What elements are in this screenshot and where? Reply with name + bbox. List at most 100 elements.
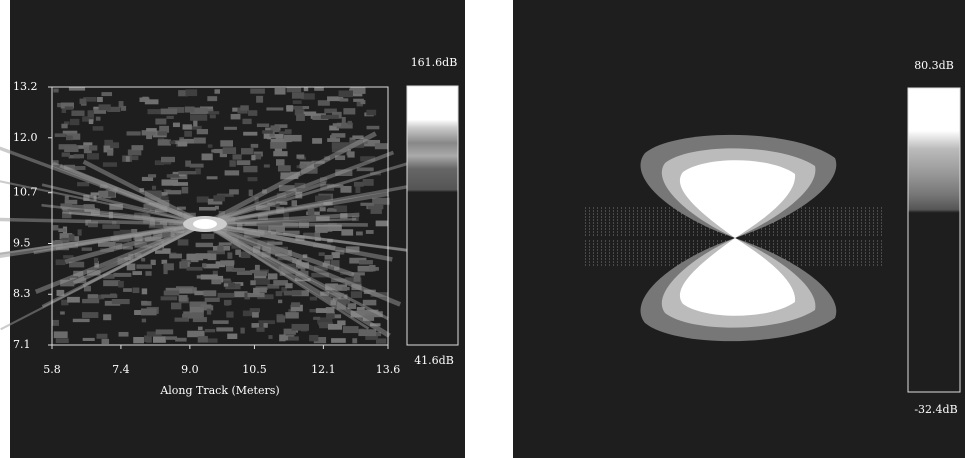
texture (208, 111, 220, 115)
texture (202, 263, 207, 268)
texture (349, 272, 365, 276)
streak (204, 222, 370, 330)
texture (196, 129, 209, 135)
texture (337, 299, 347, 306)
texture (374, 143, 388, 150)
texture (333, 205, 348, 213)
texture (146, 128, 157, 132)
texture (61, 107, 67, 114)
texture (113, 231, 123, 236)
texture (223, 283, 229, 287)
texture (72, 318, 90, 323)
texture (172, 171, 182, 176)
texture (303, 87, 309, 92)
streak (41, 183, 206, 226)
texture (347, 303, 357, 309)
texture (321, 185, 328, 189)
texture (206, 176, 218, 180)
bright-spot (193, 219, 217, 229)
texture (312, 138, 323, 144)
texture (213, 195, 225, 202)
texture (193, 137, 206, 144)
texture (101, 338, 110, 345)
lobe (679, 160, 796, 238)
texture (81, 247, 93, 251)
texture (103, 280, 121, 287)
texture (250, 88, 265, 94)
texture (324, 260, 330, 266)
texture (126, 263, 136, 271)
texture (172, 182, 189, 186)
colorbar-max-label: 161.6dB (411, 56, 458, 69)
texture (77, 182, 90, 187)
texture (336, 122, 353, 129)
texture (236, 270, 253, 275)
texture (163, 263, 174, 271)
texture (253, 287, 260, 295)
texture (131, 145, 144, 151)
texture (273, 151, 288, 157)
texture (324, 224, 342, 232)
texture (356, 167, 374, 172)
texture (146, 331, 162, 337)
texture (141, 318, 147, 323)
texture (344, 326, 357, 331)
texture (177, 141, 188, 147)
texture (180, 261, 188, 269)
texture (313, 316, 321, 320)
texture (192, 317, 207, 323)
texture (350, 87, 366, 94)
texture (207, 96, 218, 102)
texture (341, 229, 354, 236)
texture (226, 266, 235, 272)
texture (257, 225, 268, 231)
y-tick-label: 13.2 (13, 80, 38, 93)
texture (352, 338, 358, 344)
texture (229, 189, 239, 195)
streak (204, 222, 432, 256)
y-tick-label: 10.7 (13, 186, 38, 199)
texture (172, 122, 180, 128)
texture (103, 314, 112, 321)
texture (179, 138, 194, 144)
texture (248, 110, 258, 116)
texture (203, 290, 217, 297)
texture (256, 123, 270, 128)
streak (204, 221, 402, 307)
x-tick-label: 13.6 (376, 363, 401, 376)
texture (109, 203, 123, 210)
texture (250, 143, 259, 148)
streak (64, 221, 206, 265)
texture (111, 298, 130, 305)
texture (166, 115, 174, 120)
texture (318, 252, 325, 256)
texture (79, 98, 87, 104)
texture (104, 139, 113, 146)
texture (295, 235, 305, 242)
texture (283, 213, 289, 220)
texture (134, 310, 148, 316)
texture (314, 87, 324, 91)
texture (63, 121, 70, 125)
texture (343, 108, 356, 115)
texture (161, 156, 176, 163)
texture (257, 294, 274, 300)
texture (103, 145, 114, 153)
lobe (679, 238, 796, 316)
texture (347, 151, 355, 158)
texture (58, 228, 67, 233)
texture (254, 196, 259, 204)
y-tick-label: 7.1 (13, 338, 31, 351)
texture (68, 234, 75, 242)
texture (250, 280, 256, 286)
texture (211, 279, 222, 285)
texture (174, 317, 189, 322)
texture (327, 138, 340, 142)
colorbar-min-label: -32.4dB (914, 403, 957, 416)
texture (324, 254, 334, 260)
texture (189, 301, 207, 307)
texture (339, 98, 349, 102)
texture (166, 174, 180, 178)
texture (340, 185, 352, 193)
texture (227, 252, 233, 259)
